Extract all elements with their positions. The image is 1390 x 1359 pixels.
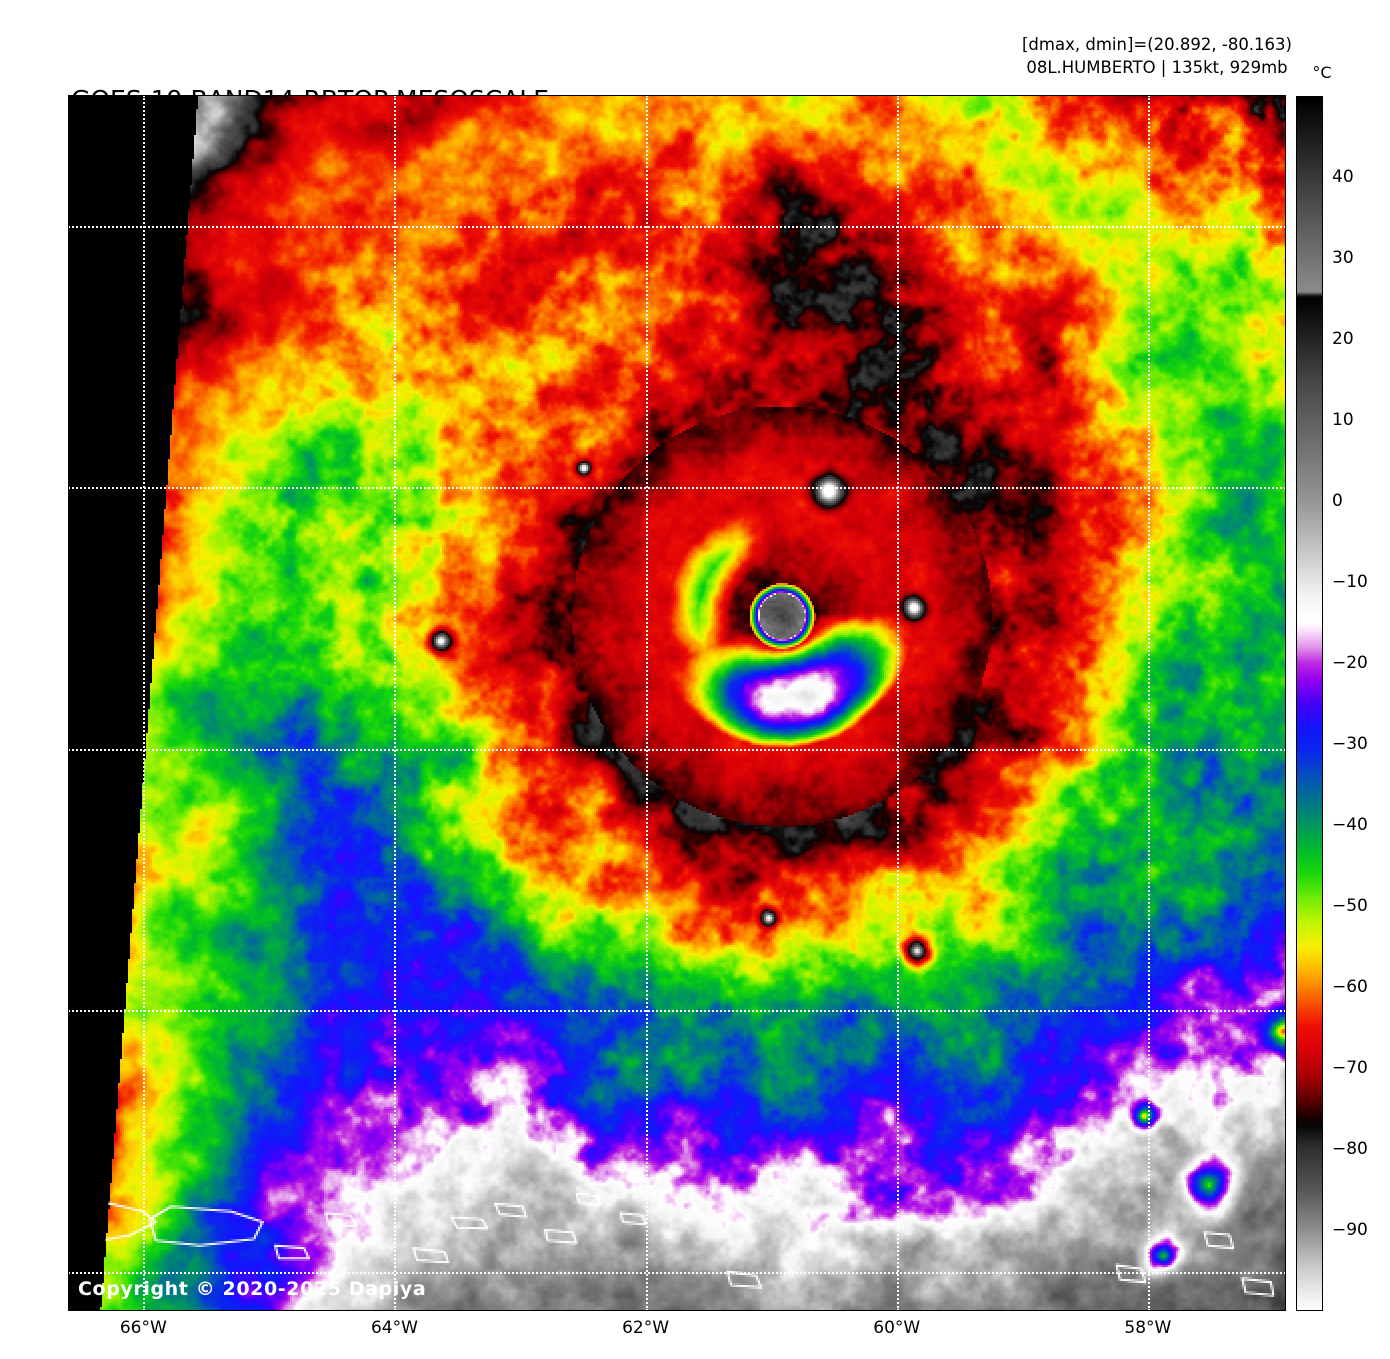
gridline-latitude [68,1271,1286,1274]
longitude-tick-label: 60°W [873,1318,921,1338]
longitude-tick-label: 64°W [370,1318,418,1338]
longitude-tick-label: 58°W [1124,1318,1172,1338]
gridline-latitude [68,748,1286,751]
colorbar-unit-label: °C [1312,63,1332,82]
gridline-longitude [394,95,397,1311]
colorbar-tick-label: 30 [1332,248,1354,268]
longitude-tick-label: 62°W [622,1318,670,1338]
colorbar-tick-label: −30 [1332,734,1368,754]
copyright-label: Copyright © 2020-2025 Dapiya [78,1278,427,1300]
satellite-image-plot[interactable] [68,95,1286,1311]
colorbar-tick-label: 10 [1332,410,1354,430]
longitude-tick-label: 66°W [119,1318,167,1338]
colorbar-tick-label: 20 [1332,329,1354,349]
storm-info-label: 08L.HUMBERTO | 135kt, 929mb [1026,58,1288,77]
colorbar-tick-label: −20 [1332,653,1368,673]
gridline-latitude [68,1010,1286,1013]
dmax-dmin-label: [dmax, dmin]=(20.892, -80.163) [1022,35,1292,54]
gridline-longitude [143,95,146,1311]
temperature-colorbar[interactable] [1296,96,1323,1311]
satellite-imagery-canvas [68,95,1286,1311]
gridline-longitude [896,95,899,1311]
colorbar-tick-label: −40 [1332,815,1368,835]
colorbar-tick-label: −60 [1332,977,1368,997]
colorbar-tick-label: −10 [1332,572,1368,592]
colorbar-tick-label: −70 [1332,1058,1368,1078]
gridline-longitude [1147,95,1150,1311]
gridline-latitude [68,225,1286,228]
lat-lon-gridlines [68,95,1286,1311]
colorbar-tick-label: −50 [1332,896,1368,916]
colorbar-tick-label: 40 [1332,167,1354,187]
metadata-block: [dmax, dmin]=(20.892, -80.163) 08L.HUMBE… [1022,33,1292,79]
colorbar-gradient [1297,97,1322,1310]
gridline-longitude [645,95,648,1311]
gridline-latitude [68,487,1286,490]
colorbar-tick-label: 0 [1332,491,1343,511]
colorbar-tick-label: −80 [1332,1139,1368,1159]
colorbar-tick-label: −90 [1332,1220,1368,1240]
